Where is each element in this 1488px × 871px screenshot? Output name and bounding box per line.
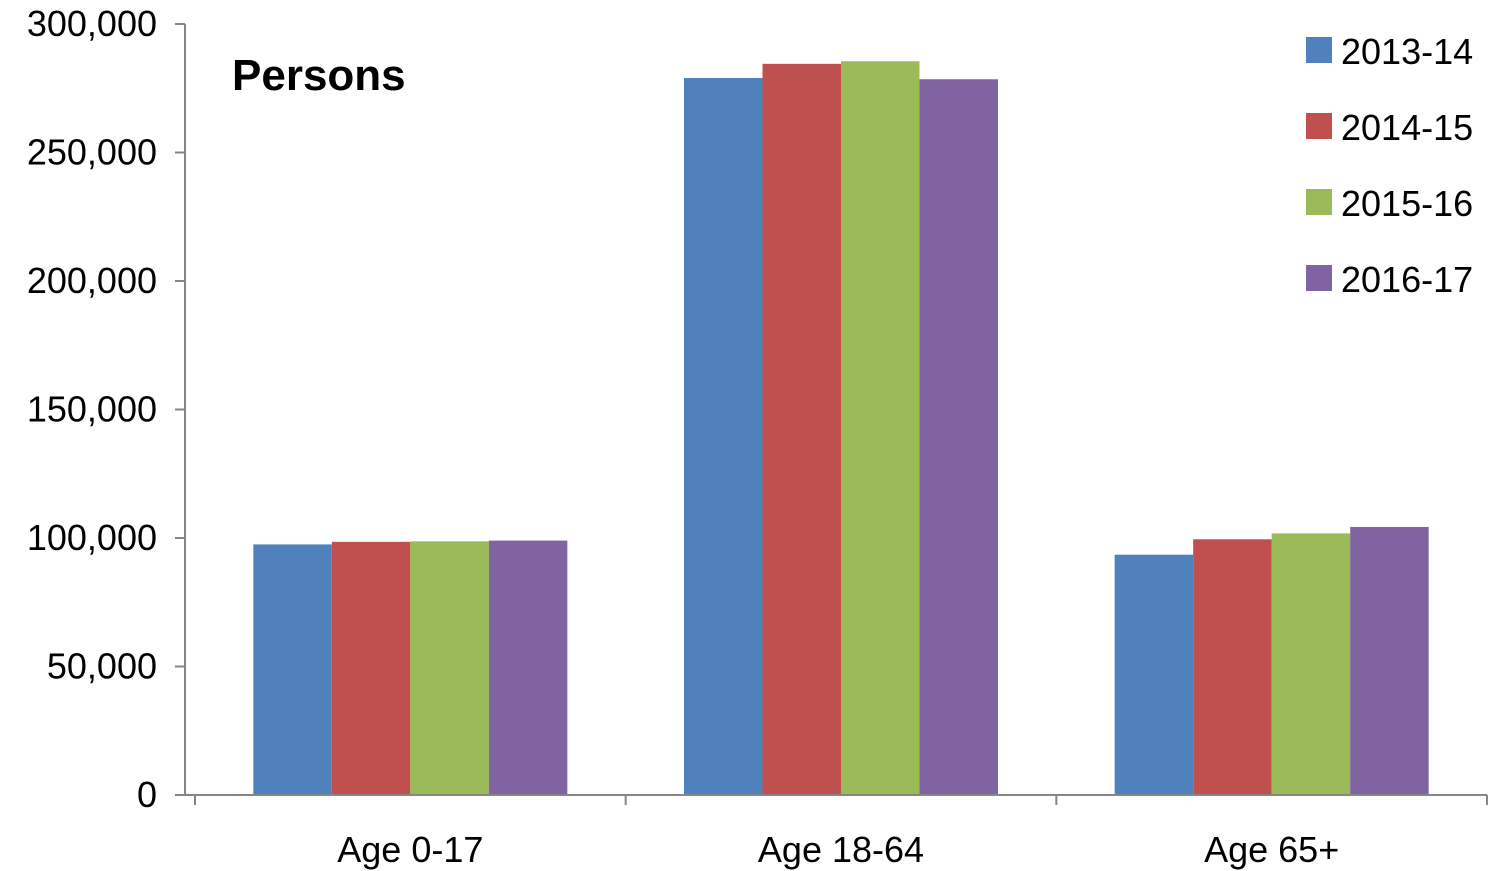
bar <box>1271 533 1351 795</box>
x-tick-label: Age 65+ <box>1204 829 1339 870</box>
bar <box>1114 554 1194 795</box>
y-tick-label: 300,000 <box>27 3 157 44</box>
bar <box>762 63 841 795</box>
legend-swatch <box>1306 265 1332 291</box>
legend-label: 2013-14 <box>1341 31 1473 72</box>
bar <box>331 541 411 795</box>
y-tick-label: 50,000 <box>47 646 157 687</box>
bars-layer <box>253 61 1429 796</box>
chart-title: Persons <box>232 51 406 100</box>
x-tick-label: Age 0-17 <box>337 829 483 870</box>
bar <box>684 77 763 796</box>
y-tick-label: 150,000 <box>27 389 157 430</box>
legend-label: 2014-15 <box>1341 107 1473 148</box>
legend-swatch <box>1306 37 1332 63</box>
bar <box>919 79 998 795</box>
legend-label: 2015-16 <box>1341 183 1473 224</box>
legend: 2013-14 2014-15 2015-16 2016-17 <box>1306 31 1473 300</box>
bar <box>253 544 332 795</box>
y-tick-label: 100,000 <box>27 517 157 558</box>
bar <box>841 61 920 795</box>
bar <box>488 540 568 795</box>
y-tick-label: 250,000 <box>27 132 157 173</box>
y-tick-label: 200,000 <box>27 260 157 301</box>
bar <box>1193 539 1272 795</box>
bar <box>1350 526 1429 795</box>
legend-swatch <box>1306 113 1332 139</box>
legend-label: 2016-17 <box>1341 259 1473 300</box>
y-axis-ticks: 0 50,000 100,000 150,000 200,000 250,000 300,0… <box>27 3 185 815</box>
y-tick-label: 0 <box>137 774 157 815</box>
x-tick-label: Age 18-64 <box>758 829 924 870</box>
legend-swatch <box>1306 189 1332 215</box>
x-axis-ticks: Age 0-17 Age 18-64 Age 65+ <box>194 795 1488 870</box>
bar <box>410 541 489 795</box>
